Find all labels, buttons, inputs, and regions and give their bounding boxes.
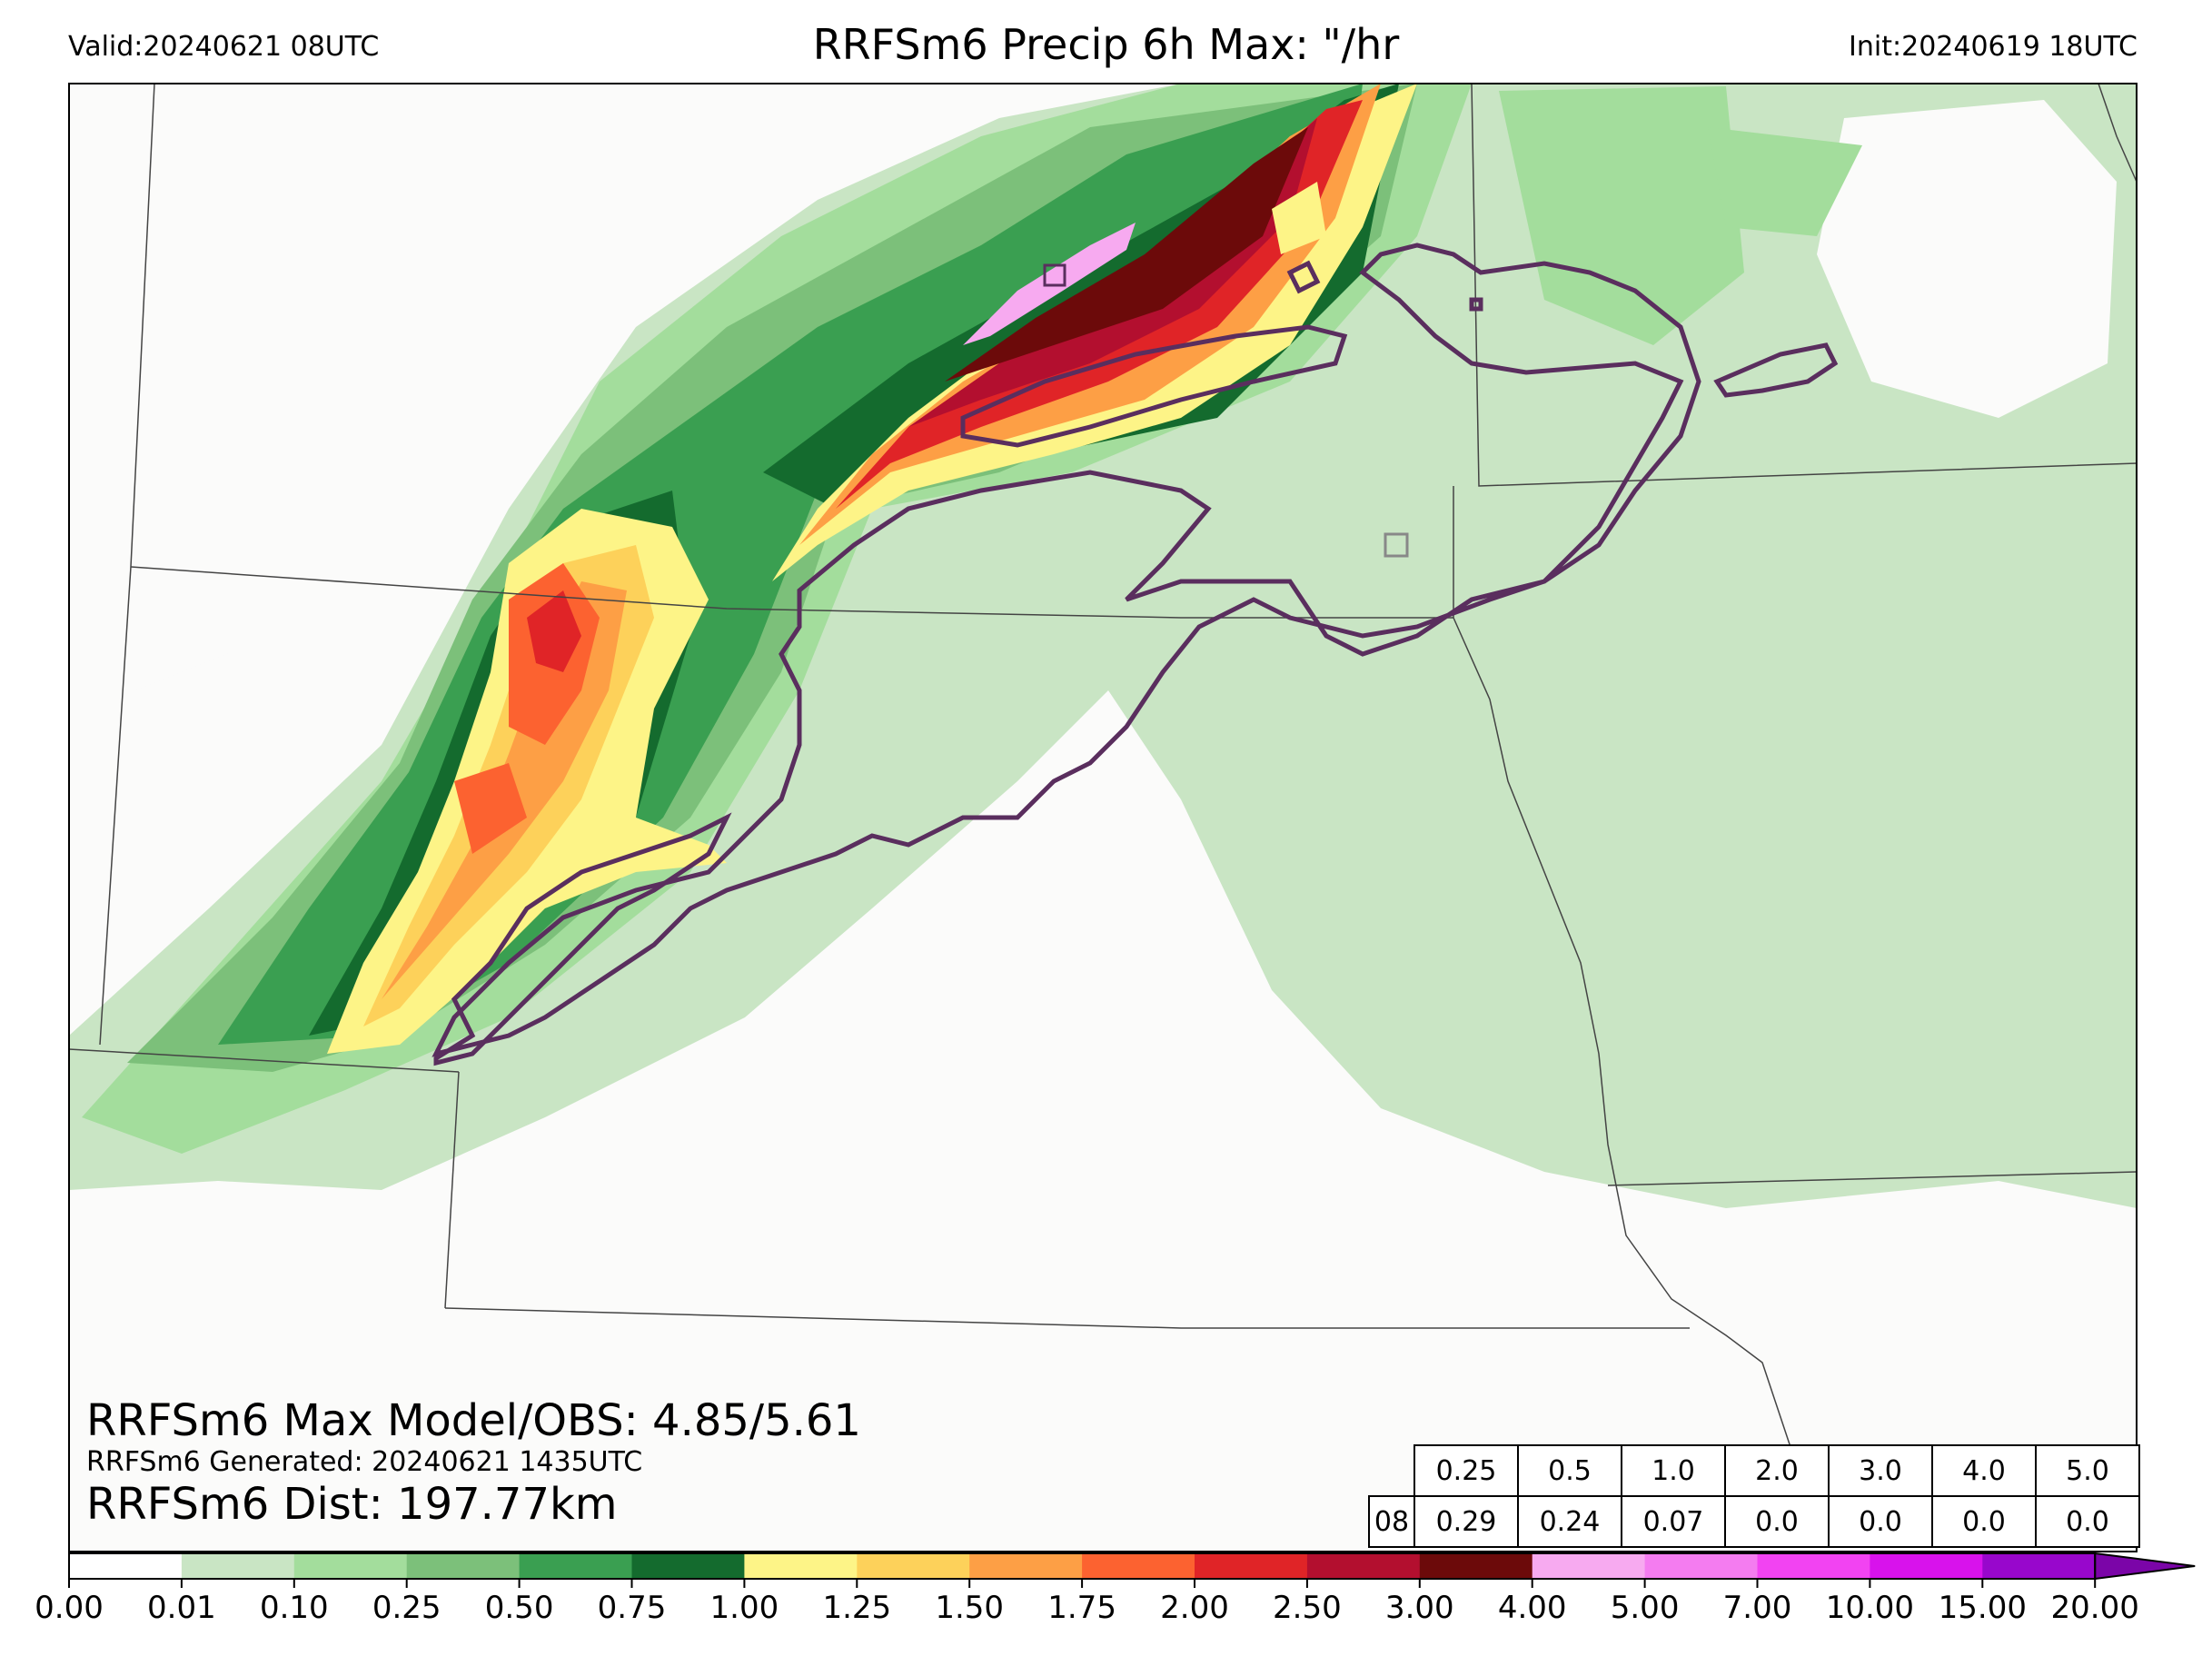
colorbar-segment [1870, 1553, 1983, 1579]
colorbar-tick-label: 1.75 [1047, 1590, 1116, 1626]
colorbar-tick-label: 3.00 [1384, 1590, 1454, 1626]
colorbar-tick-label: 1.00 [709, 1590, 779, 1626]
value-cell: 0.0 [1724, 1495, 1830, 1548]
obs-threshold-table: 0.25 0.5 1.0 2.0 3.0 4.0 5.0 08 0.29 0.2… [1368, 1444, 2140, 1548]
colorbar-tick-label: 1.50 [935, 1590, 1005, 1626]
colorbar-tick-label: 0.75 [597, 1590, 667, 1626]
threshold-cell: 5.0 [2035, 1444, 2140, 1497]
colorbar-segment [1306, 1553, 1421, 1579]
state-boundary-line [99, 83, 155, 1046]
value-cell: 0.0 [1931, 1495, 2037, 1548]
colorbar-tick-label: 0.10 [259, 1590, 329, 1626]
state-boundary-line [68, 1048, 460, 1073]
colorbar-segment [1532, 1553, 1646, 1579]
precip-area-medium [1499, 86, 1744, 345]
state-boundary-line [2098, 83, 2138, 183]
state-boundaries [68, 83, 2138, 1545]
colorbar-tick-label: 0.25 [372, 1590, 441, 1626]
map-title: RRFSm6 Precip 6h Max: "/hr [812, 20, 1400, 69]
colorbar-extend-arrow [2094, 1552, 2196, 1581]
precip-core-darkred [908, 118, 1317, 427]
station-marker [1384, 532, 1409, 558]
colorbar-segment [1082, 1553, 1195, 1579]
obs-contour [433, 812, 732, 1066]
colorbar-segment [1419, 1553, 1533, 1579]
threshold-cell: 1.0 [1621, 1444, 1726, 1497]
colorbar-segment [857, 1553, 970, 1579]
state-boundary-line [1453, 486, 1818, 1545]
colorbar-tick-label: 2.50 [1273, 1590, 1342, 1626]
threshold-row: 0.25 0.5 1.0 2.0 3.0 4.0 5.0 [1369, 1444, 2140, 1497]
precip-core-red [527, 590, 581, 672]
threshold-cell: 3.0 [1828, 1444, 1933, 1497]
colorbar-tick-label: 0.50 [484, 1590, 554, 1626]
precip-area-medium [1708, 127, 1862, 236]
colorbar-segment [519, 1553, 632, 1579]
colorbar-tick-label: 1.25 [822, 1590, 892, 1626]
obs-contour [1469, 297, 1483, 312]
map-frame [68, 83, 2138, 1552]
precip-core-maroon [945, 127, 1308, 382]
distance-label: RRFSm6 Dist: 197.77km [86, 1479, 618, 1530]
state-boundary-line [444, 1307, 1690, 1329]
obs-contour [1713, 342, 1839, 398]
colorbar-tick-label: 0.00 [35, 1590, 104, 1626]
colorbar-segment [1195, 1553, 1308, 1579]
colorbar-segment [181, 1553, 295, 1579]
value-cell: 0.24 [1517, 1495, 1622, 1548]
colorbar-tick-label: 10.00 [1825, 1590, 1915, 1626]
colorbar-segment [744, 1553, 858, 1579]
max-model-obs-label: RRFSm6 Max Model/OBS: 4.85/5.61 [86, 1395, 861, 1446]
colorbar-segment [1982, 1553, 2096, 1579]
generated-label: RRFSm6 Generated: 20240621 1435UTC [86, 1446, 643, 1478]
colorbar-tick-label: 20.00 [2050, 1590, 2139, 1626]
init-time-label: Init:20240619 18UTC [1849, 31, 2138, 63]
colorbar-segment [293, 1553, 408, 1579]
station-marker [1043, 263, 1066, 287]
state-boundary-line [444, 1071, 460, 1309]
colorbar-tick-label: 7.00 [1722, 1590, 1792, 1626]
colorbar-segment [1644, 1553, 1758, 1579]
value-row: 08 0.29 0.24 0.07 0.0 0.0 0.0 0.0 [1368, 1495, 2140, 1548]
value-cell: 0.0 [1828, 1495, 1933, 1548]
colorbar-tick-label: 15.00 [1938, 1590, 2027, 1626]
threshold-cell: 2.0 [1724, 1444, 1830, 1497]
threshold-cell: 0.25 [1413, 1444, 1519, 1497]
hour-label-cell: 08 [1368, 1495, 1415, 1548]
valid-time-label: Valid:20240621 08UTC [68, 31, 380, 63]
value-cell: 0.07 [1621, 1495, 1726, 1548]
colorbar-segment [1757, 1553, 1870, 1579]
obs-contour-group [431, 243, 1839, 1066]
precip-core-red [454, 763, 527, 854]
colorbar-tick-label: 0.01 [147, 1590, 216, 1626]
obs-contour [960, 324, 1348, 448]
value-cell: 0.29 [1413, 1495, 1519, 1548]
precip-core-yellow [1272, 182, 1326, 254]
value-cell: 0.0 [2035, 1495, 2140, 1548]
state-boundary-line [1607, 1171, 2138, 1186]
colorbar-segment [631, 1553, 745, 1579]
threshold-cell: 0.5 [1517, 1444, 1622, 1497]
colorbar-tick-label: 5.00 [1610, 1590, 1680, 1626]
state-boundary-line [1471, 83, 2138, 487]
obs-contour [431, 243, 1701, 1057]
obs-contour [1286, 260, 1321, 294]
threshold-cell: 4.0 [1931, 1444, 2037, 1497]
state-boundary-line [130, 566, 1453, 619]
precip-area-light-hole [69, 164, 400, 727]
colorbar-segment [969, 1553, 1083, 1579]
precip-area-light-hole [1817, 100, 2117, 418]
colorbar-tick-label: 2.00 [1160, 1590, 1229, 1626]
colorbar-segment [406, 1553, 521, 1579]
colorbar-tick-label: 4.00 [1497, 1590, 1567, 1626]
colorbar-segment [69, 1553, 183, 1579]
